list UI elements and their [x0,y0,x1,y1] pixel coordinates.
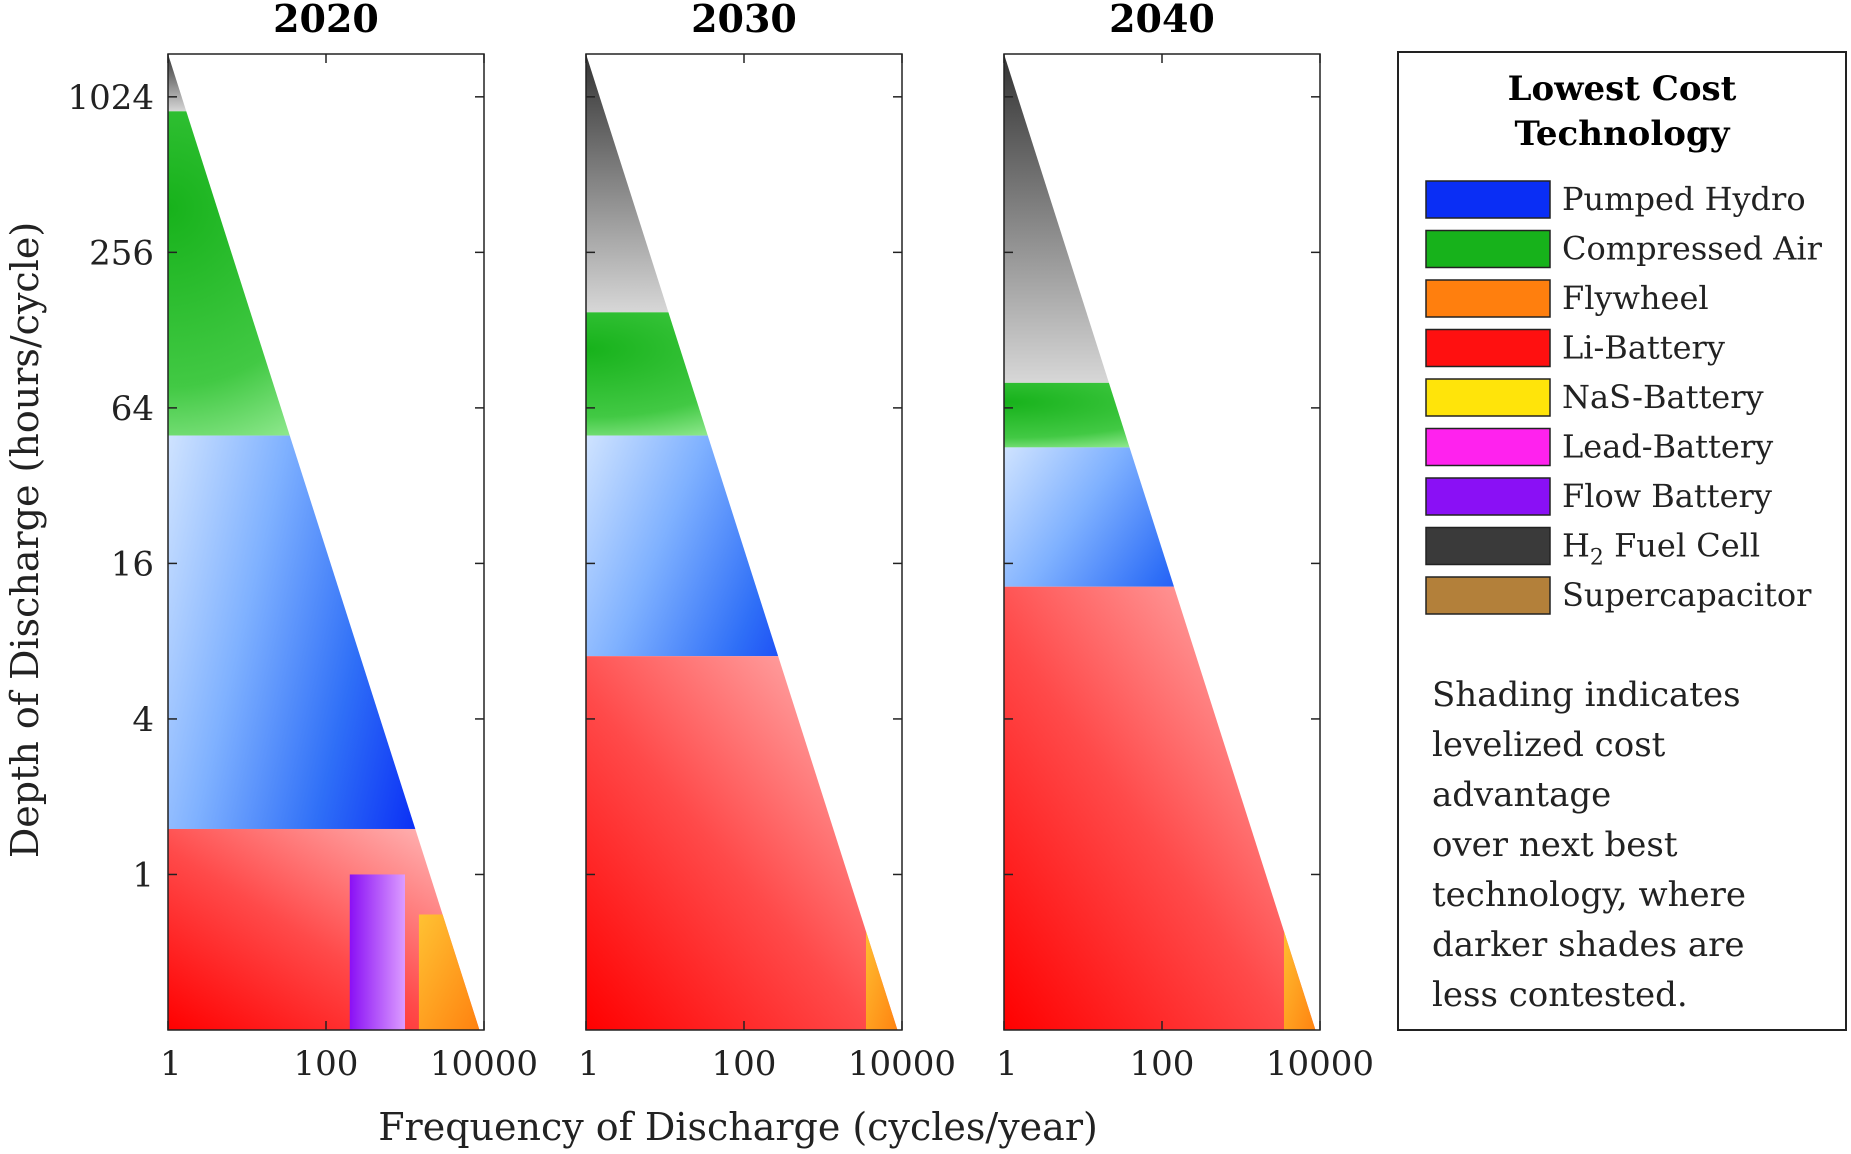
panel-title: 2040 [1109,0,1215,41]
legend-entry-label: Flow Battery [1562,477,1772,515]
panel-title: 2020 [273,0,379,41]
region-flow-battery [349,874,405,1030]
legend-title-line1: Lowest Cost [1508,69,1737,109]
region-pumped-hydro [1004,447,1316,587]
legend-note: Shading indicates levelized cost advanta… [1432,675,1757,1015]
legend-swatch [1425,229,1551,269]
x-tick-label: 10000 [1266,1044,1374,1084]
region-flywheel [1283,914,1316,1030]
legend-entry-label: NaS-Battery [1562,378,1764,416]
region-flywheel [418,914,480,1030]
legend-entry-label: Li-Battery [1562,329,1725,367]
x-tick-label: 1 [996,1044,1018,1084]
legend-swatch [1425,477,1551,516]
legend-swatch [1425,328,1551,368]
region-li-battery [1004,586,1316,1030]
legend-swatch [1425,279,1551,318]
legend-swatch [1425,576,1551,615]
region-compressed-air [586,312,898,436]
y-tick-label: 16 [111,544,154,584]
legend-swatch [1425,427,1551,467]
y-tick-label: 64 [111,389,154,429]
panel-2020: 2020 1024 256 64 16 4 1 1 100 10000 [67,0,538,1084]
y-tick-label: 1 [132,855,154,895]
x-tick-label: 10000 [848,1044,956,1084]
region-compressed-air [168,111,480,436]
y-axis-label: Depth of Discharge (hours/cycle) [3,222,47,858]
x-tick-label: 100 [294,1044,359,1084]
region-h2-fuel-cell [1004,54,1316,383]
legend-entry-label: Pumped Hydro [1562,180,1806,218]
region-pumped-hydro [168,435,480,829]
legend-entry-label: Flywheel [1562,279,1709,317]
legend-entry-label: Lead-Battery [1562,428,1773,466]
legend: Lowest Cost Technology Pumped Hydro Compr… [1397,51,1847,1031]
y-tick-label: 1024 [67,78,154,118]
legend-entry-label: Supercapacitor [1562,576,1812,614]
x-tick-label: 100 [712,1044,777,1084]
y-tick-label: 256 [89,233,154,273]
panel-2030: 2030 1 100 10000 [578,0,956,1084]
region-li-battery [586,656,898,1030]
y-tick-label: 4 [132,700,154,740]
panel-title: 2030 [691,0,797,41]
legend-title-line2: Technology [1515,114,1731,154]
panel-2040: 2040 1 100 10000 [996,0,1374,1084]
region-flywheel [865,914,898,1030]
legend-swatch [1425,526,1551,566]
x-tick-label: 1 [160,1044,182,1084]
x-tick-label: 100 [1130,1044,1195,1084]
legend-swatch [1425,378,1551,417]
legend-entry-label: Compressed Air [1562,230,1823,268]
legend-swatch [1425,180,1551,219]
x-tick-label: 1 [578,1044,600,1084]
region-compressed-air [1004,382,1316,448]
x-tick-label: 10000 [430,1044,538,1084]
x-axis-label: Frequency of Discharge (cycles/year) [378,1105,1098,1149]
region-h2-fuel-cell [586,54,898,313]
region-pumped-hydro [586,435,898,657]
